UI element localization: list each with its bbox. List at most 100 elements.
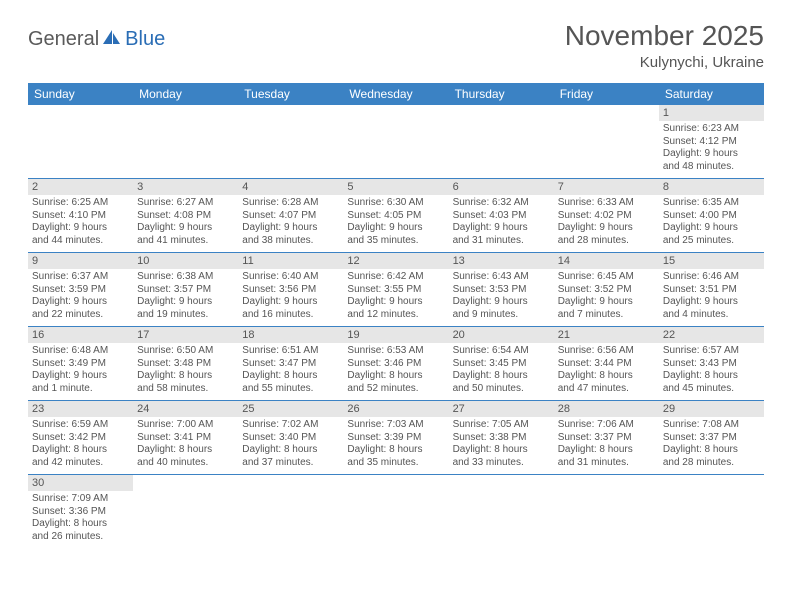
day-detail-line: and 40 minutes. (137, 457, 234, 470)
day-cell: 4Sunrise: 6:28 AMSunset: 4:07 PMDaylight… (238, 179, 343, 253)
day-detail-line: Sunrise: 6:23 AM (663, 123, 760, 136)
day-number: 28 (554, 401, 659, 417)
calendar-week-row: 30Sunrise: 7:09 AMSunset: 3:36 PMDayligh… (28, 475, 764, 549)
day-detail-line: Sunrise: 6:32 AM (453, 197, 550, 210)
day-cell: 6Sunrise: 6:32 AMSunset: 4:03 PMDaylight… (449, 179, 554, 253)
empty-cell (133, 105, 238, 179)
day-cell: 10Sunrise: 6:38 AMSunset: 3:57 PMDayligh… (133, 253, 238, 327)
day-detail-line: Sunset: 4:08 PM (137, 210, 234, 223)
day-detail-line: and 22 minutes. (32, 309, 129, 322)
day-detail-line: Sunrise: 6:43 AM (453, 271, 550, 284)
empty-cell (554, 475, 659, 549)
day-cell: 18Sunrise: 6:51 AMSunset: 3:47 PMDayligh… (238, 327, 343, 401)
day-detail-line: Sunset: 3:41 PM (137, 432, 234, 445)
day-detail-line: Daylight: 9 hours (663, 296, 760, 309)
day-detail-line: Sunrise: 6:46 AM (663, 271, 760, 284)
day-detail-line: Sunrise: 7:09 AM (32, 493, 129, 506)
day-detail-line: Sunset: 3:38 PM (453, 432, 550, 445)
day-header-row: SundayMondayTuesdayWednesdayThursdayFrid… (28, 83, 764, 105)
day-number: 7 (554, 179, 659, 195)
day-detail-line: Daylight: 8 hours (347, 444, 444, 457)
day-cell: 9Sunrise: 6:37 AMSunset: 3:59 PMDaylight… (28, 253, 133, 327)
empty-cell (238, 105, 343, 179)
day-detail-line: Daylight: 8 hours (32, 444, 129, 457)
day-detail-line: Sunset: 4:05 PM (347, 210, 444, 223)
day-detail-line: Sunset: 4:10 PM (32, 210, 129, 223)
day-detail-line: Sunrise: 6:35 AM (663, 197, 760, 210)
day-cell: 26Sunrise: 7:03 AMSunset: 3:39 PMDayligh… (343, 401, 448, 475)
day-cell: 21Sunrise: 6:56 AMSunset: 3:44 PMDayligh… (554, 327, 659, 401)
day-detail-line: Sunrise: 6:40 AM (242, 271, 339, 284)
day-detail-line: Daylight: 9 hours (137, 296, 234, 309)
logo-text-blue: Blue (125, 28, 165, 51)
day-cell: 28Sunrise: 7:06 AMSunset: 3:37 PMDayligh… (554, 401, 659, 475)
day-detail-line: and 52 minutes. (347, 383, 444, 396)
day-detail-line: Daylight: 9 hours (558, 296, 655, 309)
day-cell: 3Sunrise: 6:27 AMSunset: 4:08 PMDaylight… (133, 179, 238, 253)
day-number: 5 (343, 179, 448, 195)
day-detail-line: and 35 minutes. (347, 457, 444, 470)
empty-cell (343, 105, 448, 179)
day-detail-line: and 58 minutes. (137, 383, 234, 396)
day-detail-line: Sunset: 3:59 PM (32, 284, 129, 297)
day-detail-line: and 31 minutes. (453, 235, 550, 248)
day-detail-line: Sunrise: 7:08 AM (663, 419, 760, 432)
day-number: 8 (659, 179, 764, 195)
day-number: 12 (343, 253, 448, 269)
day-detail-line: Daylight: 9 hours (663, 148, 760, 161)
day-detail-line: and 16 minutes. (242, 309, 339, 322)
day-detail-line: Daylight: 8 hours (558, 444, 655, 457)
day-number: 13 (449, 253, 554, 269)
day-header-cell: Wednesday (343, 83, 448, 105)
day-detail-line: Sunset: 4:07 PM (242, 210, 339, 223)
day-cell: 27Sunrise: 7:05 AMSunset: 3:38 PMDayligh… (449, 401, 554, 475)
day-detail-line: Sunset: 3:51 PM (663, 284, 760, 297)
day-detail-line: Daylight: 9 hours (32, 222, 129, 235)
day-detail-line: Sunset: 3:55 PM (347, 284, 444, 297)
day-detail-line: Daylight: 8 hours (32, 518, 129, 531)
empty-cell (238, 475, 343, 549)
day-detail-line: and 28 minutes. (663, 457, 760, 470)
day-detail-line: Sunset: 4:02 PM (558, 210, 655, 223)
day-detail-line: Sunrise: 6:54 AM (453, 345, 550, 358)
day-detail-line: and 33 minutes. (453, 457, 550, 470)
day-detail-line: and 25 minutes. (663, 235, 760, 248)
day-detail-line: Sunset: 3:36 PM (32, 506, 129, 519)
day-header-cell: Friday (554, 83, 659, 105)
day-detail-line: Sunrise: 6:56 AM (558, 345, 655, 358)
day-detail-line: and 55 minutes. (242, 383, 339, 396)
day-detail-line: Sunrise: 6:48 AM (32, 345, 129, 358)
day-detail-line: Sunset: 3:37 PM (663, 432, 760, 445)
day-cell: 2Sunrise: 6:25 AMSunset: 4:10 PMDaylight… (28, 179, 133, 253)
day-detail-line: Sunset: 3:45 PM (453, 358, 550, 371)
day-header-cell: Saturday (659, 83, 764, 105)
day-cell: 15Sunrise: 6:46 AMSunset: 3:51 PMDayligh… (659, 253, 764, 327)
day-cell: 7Sunrise: 6:33 AMSunset: 4:02 PMDaylight… (554, 179, 659, 253)
day-detail-line: and 12 minutes. (347, 309, 444, 322)
day-detail-line: Daylight: 8 hours (558, 370, 655, 383)
day-number: 29 (659, 401, 764, 417)
day-number: 21 (554, 327, 659, 343)
day-detail-line: Sunrise: 6:25 AM (32, 197, 129, 210)
day-cell: 20Sunrise: 6:54 AMSunset: 3:45 PMDayligh… (449, 327, 554, 401)
day-detail-line: Sunset: 3:43 PM (663, 358, 760, 371)
empty-cell (343, 475, 448, 549)
calendar-table: SundayMondayTuesdayWednesdayThursdayFrid… (28, 83, 764, 548)
day-detail-line: Sunrise: 6:53 AM (347, 345, 444, 358)
calendar-week-row: 1Sunrise: 6:23 AMSunset: 4:12 PMDaylight… (28, 105, 764, 179)
day-detail-line: and 9 minutes. (453, 309, 550, 322)
month-title: November 2025 (565, 20, 764, 52)
day-number: 3 (133, 179, 238, 195)
day-cell: 30Sunrise: 7:09 AMSunset: 3:36 PMDayligh… (28, 475, 133, 549)
day-detail-line: Daylight: 9 hours (347, 222, 444, 235)
day-detail-line: Sunrise: 7:00 AM (137, 419, 234, 432)
day-header-cell: Thursday (449, 83, 554, 105)
day-number: 17 (133, 327, 238, 343)
day-detail-line: Daylight: 8 hours (453, 444, 550, 457)
day-detail-line: Sunrise: 6:30 AM (347, 197, 444, 210)
day-cell: 14Sunrise: 6:45 AMSunset: 3:52 PMDayligh… (554, 253, 659, 327)
day-detail-line: Daylight: 8 hours (137, 444, 234, 457)
day-number: 25 (238, 401, 343, 417)
day-number: 26 (343, 401, 448, 417)
day-detail-line: and 35 minutes. (347, 235, 444, 248)
